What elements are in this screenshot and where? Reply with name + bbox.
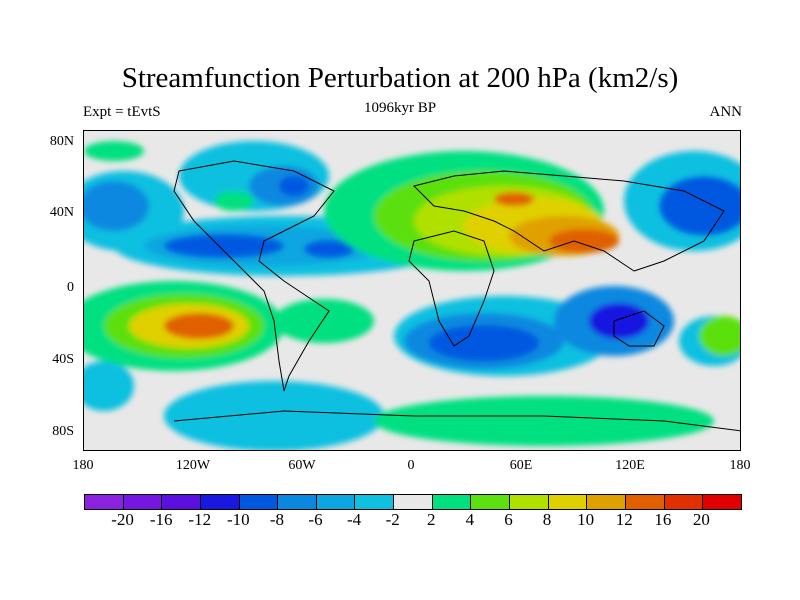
neg-region [659,176,740,236]
lon-tick: 180 [72,458,94,473]
neg-region [589,303,649,339]
lon-tick: 120E [615,458,645,473]
neg-region [84,361,134,411]
colorbar-label: 8 [542,510,552,529]
colorbar-swatch [278,495,317,509]
colorbar-label: 10 [577,510,595,529]
colorbar-label: -4 [347,510,362,529]
colorbar-label: 20 [692,510,710,529]
colorbar-label: -8 [269,510,285,529]
colorbar-swatch [510,495,549,509]
pos-region [374,396,714,446]
contour-map [83,130,741,451]
colorbar-label: -2 [385,510,400,529]
neg-region [304,240,354,258]
colorbar-swatch [587,495,626,509]
pos-region [494,192,534,206]
colorbar-label: 2 [427,510,436,529]
pos-region [274,299,374,343]
colorbar-label: -16 [149,510,173,529]
colorbar-swatch [548,495,588,509]
pos-region [164,313,234,339]
lon-tick: 180 [729,458,751,473]
colorbar-swatch [625,495,665,509]
neg-region [279,176,309,196]
pos-region [84,141,144,161]
colorbar-swatch [200,495,240,509]
colorbar-swatch [85,495,124,509]
coastlines [173,160,740,432]
pos-region [699,316,740,356]
lat-tick: 40N [49,205,74,220]
colorbar-label: -20 [111,510,134,529]
lat-tick: 80S [52,424,74,439]
colorbar-label: 6 [504,510,513,529]
colorbar-swatch [471,495,511,509]
colorbar-swatch [664,495,704,509]
pos-region [214,191,254,211]
season-label: ANN [709,104,743,120]
neg-region [84,181,149,231]
lat-tick: 0 [67,280,74,295]
plot-title: Streamfunction Perturbation at 200 hPa (… [121,62,679,94]
neg-region [429,325,539,361]
colorbar-label: 4 [465,510,475,529]
pos-region [549,229,619,253]
colorbar-swatch [316,495,356,509]
colorbar-swatch [123,495,163,509]
experiment-label: Expt = tEvtS [83,104,161,120]
lon-tick: 60W [288,458,316,473]
colorbar-label: -12 [188,510,212,529]
colorbar-swatch [703,495,741,509]
neg-region [164,381,384,450]
colorbar-swatch [239,495,279,509]
lat-tick: 40S [52,352,74,367]
lon-tick: 120W [175,458,211,473]
neg-region [164,234,284,258]
lon-tick: 60E [509,458,533,473]
lon-tick: 0 [407,458,415,473]
time-label: 1096kyr BP [363,100,437,116]
colorbar [84,494,742,510]
colorbar-swatch [355,495,395,509]
lat-tick: 80N [49,134,74,149]
colorbar-swatch [394,495,433,509]
colorbar-label: 16 [654,510,672,529]
colorbar-swatch [432,495,472,509]
colorbar-swatch [162,495,201,509]
colorbar-label: -10 [227,510,250,529]
colorbar-label: -6 [308,510,323,529]
colorbar-label: 12 [615,510,633,529]
